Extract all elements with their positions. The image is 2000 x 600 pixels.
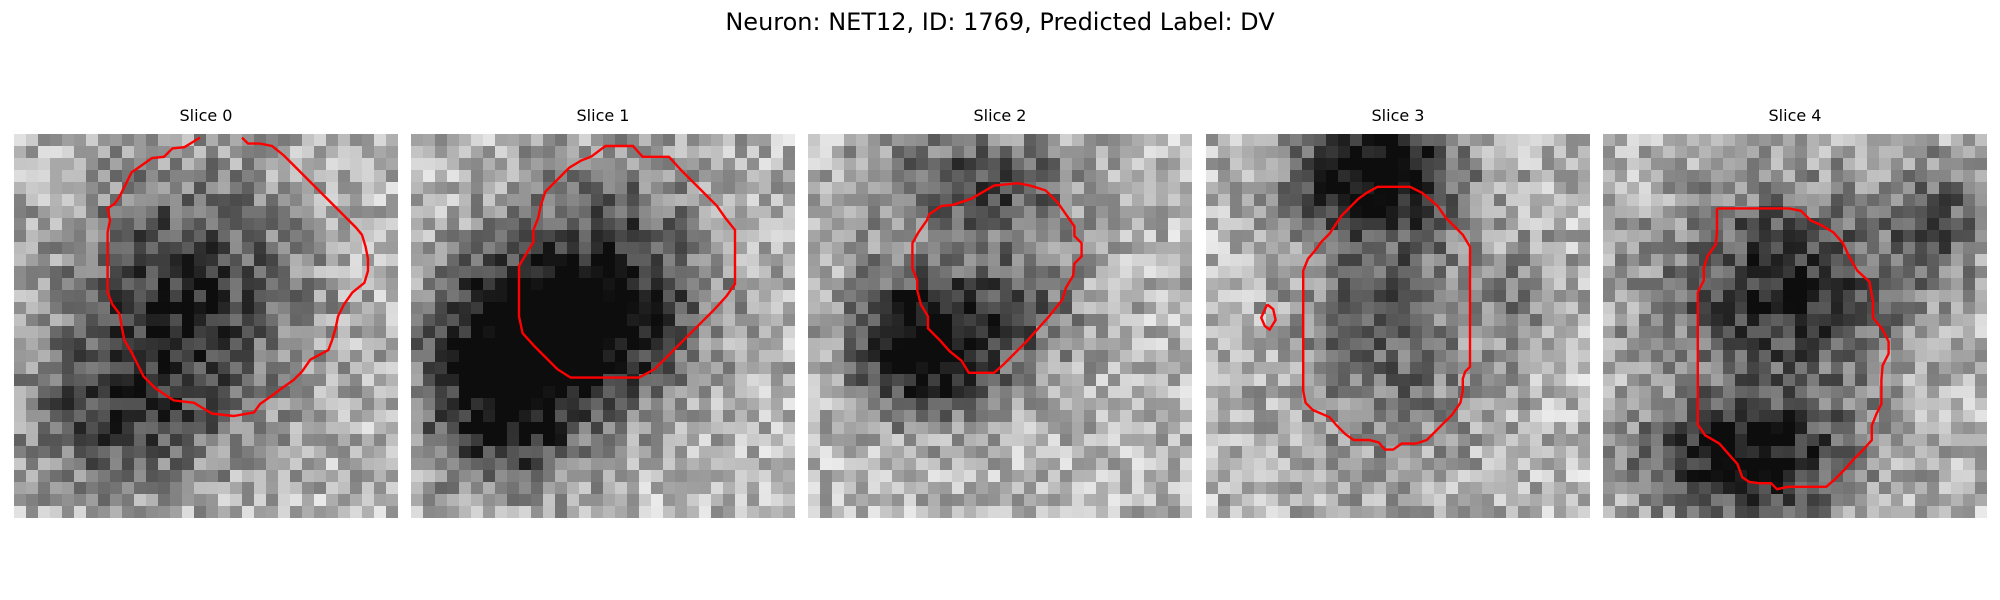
slice-image (14, 134, 398, 518)
segmentation-contour (106, 136, 370, 418)
slice-panel-0: Slice 0 (14, 106, 398, 518)
slice-title: Slice 2 (973, 106, 1027, 125)
slice-image (1603, 134, 1987, 518)
segmentation-contour (517, 144, 737, 379)
figure-title: Neuron: NET12, ID: 1769, Predicted Label… (725, 8, 1275, 36)
segmentation-contour (911, 181, 1083, 374)
slice-panel-1: Slice 1 (411, 106, 795, 518)
slice-title: Slice 1 (576, 106, 630, 125)
slice-image (411, 134, 795, 518)
slice-title: Slice 3 (1371, 106, 1425, 125)
segmentation-contour (1696, 207, 1890, 491)
slice-title: Slice 0 (179, 106, 233, 125)
slice-panel-2: Slice 2 (808, 106, 1192, 518)
slice-panel-3: Slice 3 (1206, 106, 1590, 518)
slice-image (1206, 134, 1590, 518)
slice-title: Slice 4 (1768, 106, 1822, 125)
slice-panel-4: Slice 4 (1603, 106, 1987, 518)
segmentation-contour (1259, 303, 1277, 332)
slice-image (808, 134, 1192, 518)
segmentation-contour (1302, 185, 1472, 451)
